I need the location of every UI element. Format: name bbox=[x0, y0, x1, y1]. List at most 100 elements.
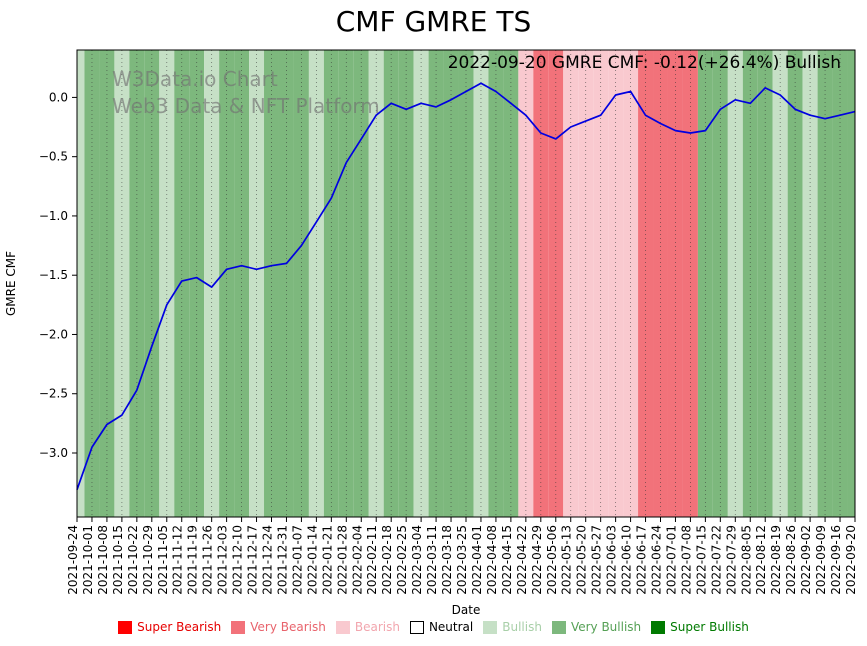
x-tick-label: 2021-10-29 bbox=[141, 525, 155, 595]
sentiment-band bbox=[428, 50, 444, 517]
x-tick-label: 2022-07-15 bbox=[694, 525, 708, 595]
sentiment-band bbox=[114, 50, 130, 517]
y-tick-label: −1.0 bbox=[39, 209, 68, 223]
y-tick-label: 0.0 bbox=[49, 90, 68, 104]
x-tick-label: 2022-08-05 bbox=[739, 525, 753, 595]
legend-item: Bearish bbox=[335, 620, 400, 634]
sentiment-band bbox=[323, 50, 339, 517]
sentiment-band bbox=[473, 50, 489, 517]
legend-swatch-very-bearish bbox=[231, 620, 246, 634]
sentiment-band bbox=[802, 50, 818, 517]
y-tick-label: −0.5 bbox=[39, 150, 68, 164]
legend-item: Very Bullish bbox=[551, 620, 642, 634]
sentiment-band bbox=[249, 50, 265, 517]
x-tick-label: 2022-08-19 bbox=[769, 525, 783, 595]
x-tick-label: 2022-09-02 bbox=[799, 525, 813, 595]
sentiment-band bbox=[84, 50, 100, 517]
sentiment-band bbox=[99, 50, 115, 517]
sentiment-band bbox=[578, 50, 594, 517]
legend-label: Very Bullish bbox=[570, 620, 642, 634]
x-tick-label: 2022-07-22 bbox=[709, 525, 723, 595]
cmf-line bbox=[76, 82, 856, 490]
x-tick-label: 2021-10-08 bbox=[96, 525, 110, 595]
sentiment-band bbox=[264, 50, 279, 517]
legend-item: Very Bearish bbox=[231, 620, 326, 634]
y-tick-label: −1.5 bbox=[39, 268, 68, 282]
sentiment-band bbox=[503, 50, 519, 517]
sentiment-band bbox=[368, 50, 384, 517]
x-tick-label: 2021-10-15 bbox=[111, 525, 125, 595]
sentiment-band bbox=[563, 50, 579, 517]
sentiment-band bbox=[817, 50, 833, 517]
sentiment-band bbox=[413, 50, 429, 517]
sentiment-band bbox=[189, 50, 205, 517]
sentiment-band bbox=[278, 50, 294, 517]
x-tick-label: 2022-02-25 bbox=[395, 525, 409, 595]
x-tick-label: 2021-12-10 bbox=[231, 525, 245, 595]
x-tick-label: 2022-02-04 bbox=[350, 525, 364, 595]
x-tick-label: 2022-03-04 bbox=[410, 525, 424, 595]
sentiment-band bbox=[623, 50, 639, 517]
sentiment-band bbox=[638, 50, 654, 517]
x-tick-label: 2021-11-12 bbox=[171, 525, 185, 595]
sentiment-band bbox=[219, 50, 235, 517]
legend-swatch-very-bullish bbox=[551, 620, 566, 634]
sentiment-band bbox=[772, 50, 788, 517]
x-tick-label: 2022-04-01 bbox=[470, 525, 484, 595]
x-tick-label: 2022-05-13 bbox=[560, 525, 574, 595]
sentiment-band bbox=[682, 50, 698, 517]
legend-swatch-super-bearish bbox=[118, 620, 133, 634]
legend-swatch-super-bullish bbox=[651, 620, 666, 634]
x-tick-label: 2021-10-22 bbox=[126, 525, 140, 595]
x-tick-label: 2021-11-05 bbox=[156, 525, 170, 595]
sentiment-band bbox=[548, 50, 564, 517]
sentiment-band bbox=[712, 50, 728, 517]
legend-swatch-neutral bbox=[409, 620, 424, 634]
x-tick-label: 2022-04-22 bbox=[515, 525, 529, 595]
x-tick-label: 2022-03-18 bbox=[440, 525, 454, 595]
legend-label: Super Bearish bbox=[137, 620, 222, 634]
x-tick-label: 2022-07-29 bbox=[724, 525, 738, 595]
y-tick-label: −3.0 bbox=[39, 446, 68, 460]
legend-item: Bullish bbox=[483, 620, 542, 634]
legend-label: Neutral bbox=[428, 620, 474, 634]
x-tick-label: 2022-04-15 bbox=[500, 525, 514, 595]
sentiment-band bbox=[518, 50, 534, 517]
sentiment-band bbox=[533, 50, 549, 517]
sentiment-band bbox=[787, 50, 803, 517]
sentiment-band bbox=[757, 50, 773, 517]
x-tick-label: 2021-11-26 bbox=[201, 525, 215, 595]
x-tick-label: 2021-12-03 bbox=[216, 525, 230, 595]
x-tick-label: 2022-08-26 bbox=[784, 525, 798, 595]
legend-label: Bullish bbox=[502, 620, 542, 634]
sentiment-band bbox=[308, 50, 324, 517]
x-tick-label: 2021-10-01 bbox=[81, 525, 95, 595]
sentiment-band bbox=[727, 50, 743, 517]
y-axis-label: GMRE CMF bbox=[4, 251, 18, 316]
y-tick-label: −2.5 bbox=[39, 387, 68, 401]
sentiment-band bbox=[398, 50, 414, 517]
legend-label: Super Bullish bbox=[670, 620, 749, 634]
x-tick-label: 2022-01-07 bbox=[290, 525, 304, 595]
sentiment-band bbox=[593, 50, 609, 517]
sentiment-band bbox=[697, 50, 713, 517]
sentiment-band bbox=[144, 50, 160, 517]
x-tick-label: 2022-09-09 bbox=[814, 525, 828, 595]
x-tick-label: 2022-06-03 bbox=[605, 525, 619, 595]
x-tick-label: 2022-03-11 bbox=[425, 525, 439, 595]
sentiment-band bbox=[832, 50, 848, 517]
x-tick-label: 2022-01-21 bbox=[320, 525, 334, 595]
x-tick-label: 2022-05-06 bbox=[545, 525, 559, 595]
sentiment-band bbox=[204, 50, 220, 517]
x-tick-label: 2022-01-14 bbox=[305, 525, 319, 595]
legend-label: Very Bearish bbox=[250, 620, 326, 634]
sentiment-band bbox=[458, 50, 474, 517]
sentiment-band bbox=[383, 50, 399, 517]
sentiment-band bbox=[353, 50, 369, 517]
x-axis-label: Date bbox=[452, 603, 481, 617]
sentiment-band bbox=[174, 50, 190, 517]
x-tick-label: 2022-03-25 bbox=[455, 525, 469, 595]
x-tick-label: 2022-04-08 bbox=[485, 525, 499, 595]
x-tick-label: 2022-07-08 bbox=[679, 525, 693, 595]
